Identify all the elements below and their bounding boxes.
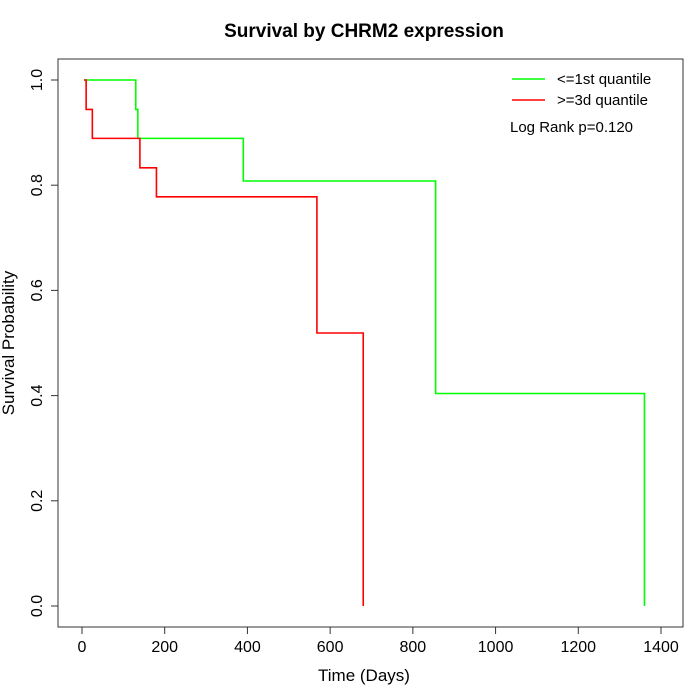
x-tick-label: 800 [400, 639, 427, 656]
x-tick-label: 1200 [560, 639, 596, 656]
legend-label-0: <=1st quantile [557, 71, 651, 88]
chart-title: Survival by CHRM2 expression [224, 21, 504, 42]
log-rank-annotation: Log Rank p=0.120 [510, 119, 633, 136]
x-tick-label: 200 [151, 639, 178, 656]
y-tick-label: 0.6 [29, 279, 46, 301]
y-tick-label: 0.2 [29, 490, 46, 512]
x-axis: 0 200 400 600 800 1000 1200 1400 [78, 626, 679, 656]
y-tick-label: 0.4 [29, 384, 46, 406]
series-layer [84, 79, 646, 606]
y-tick-label: 0.8 [29, 174, 46, 196]
legend-label-1: >=3d quantile [557, 92, 648, 109]
legend: <=1st quantile >=3d quantile [512, 71, 651, 109]
y-axis: 0.0 0.2 0.4 0.6 0.8 1.0 [29, 69, 59, 617]
x-tick-label: 1000 [478, 639, 514, 656]
x-tick-label: 600 [317, 639, 344, 656]
x-tick-label: 0 [78, 639, 87, 656]
y-tick-label: 1.0 [29, 69, 46, 91]
x-axis-label: Time (Days) [318, 666, 410, 685]
y-axis-label: Survival Probability [0, 270, 18, 415]
series-line-1 [84, 79, 365, 606]
x-tick-label: 400 [234, 639, 261, 656]
y-tick-label: 0.0 [29, 595, 46, 617]
x-tick-label: 1400 [643, 639, 679, 656]
series-line-0 [84, 79, 646, 606]
plot-frame [57, 58, 684, 628]
